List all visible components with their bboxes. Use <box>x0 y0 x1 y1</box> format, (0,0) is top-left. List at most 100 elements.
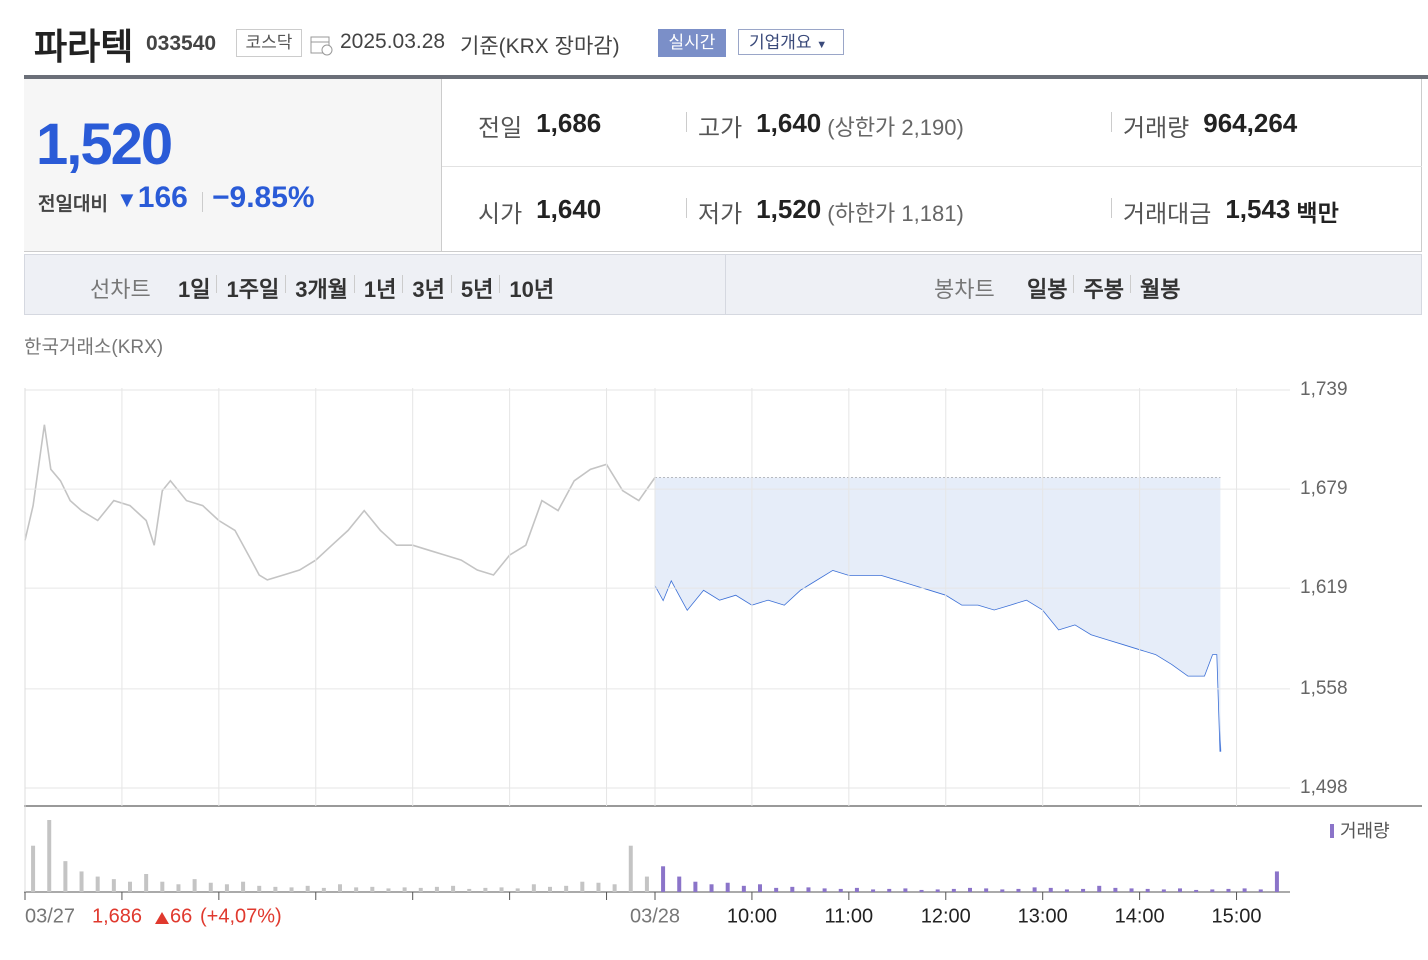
market-badge: 코스닥 <box>236 29 302 57</box>
volume-bar <box>289 887 294 892</box>
volume-bar <box>451 885 456 892</box>
volume-bar <box>790 886 795 892</box>
volume-bar <box>854 887 859 892</box>
tab[interactable]: 일봉 <box>1027 277 1068 302</box>
volume-bar <box>483 887 488 892</box>
volume-bar <box>725 882 730 892</box>
basis: 기준(KRX 장마감) <box>460 35 620 58</box>
volume-bar <box>903 888 908 892</box>
company-button[interactable]: 기업개요 ▼ <box>738 29 844 55</box>
tab[interactable]: 주봉 <box>1083 277 1124 302</box>
tab-separator <box>402 275 404 293</box>
volume-bar <box>564 885 569 892</box>
price: 1,520 <box>36 112 173 177</box>
tab[interactable]: 10년 <box>509 277 555 302</box>
volume-bar <box>741 885 746 892</box>
tab[interactable]: 3년 <box>412 277 445 302</box>
volume-bar <box>1081 888 1086 892</box>
volume-bar <box>128 881 132 892</box>
stat-label: 저가 <box>698 201 743 228</box>
prev-change-pct: (+4,07%) <box>200 905 282 927</box>
tab-separator <box>1129 275 1131 293</box>
tab-separator <box>216 275 218 293</box>
x-tick-label: 13:00 <box>1018 905 1068 927</box>
volume-bar <box>1000 889 1005 892</box>
x-tick-label: 03/28 <box>630 905 680 927</box>
volume-bar <box>951 888 956 892</box>
volume-bar <box>111 879 116 892</box>
volume-bar <box>822 888 827 892</box>
volume-bar <box>386 888 391 892</box>
stat-label: 고가 <box>698 115 743 142</box>
tab-separator <box>450 275 452 293</box>
tab-separator <box>285 275 287 293</box>
stat-separator <box>1111 198 1112 218</box>
volume-bar <box>515 888 520 892</box>
volume-bar <box>1048 887 1053 892</box>
change-pct: −9.85% <box>212 181 315 214</box>
volume-bar <box>95 876 100 892</box>
change-label: 전일대비 <box>38 194 108 215</box>
volume-bar <box>370 886 375 892</box>
volume-bar <box>1242 888 1247 892</box>
line-chart-label: 선차트 <box>90 277 151 302</box>
realtime-button[interactable]: 실시간 <box>658 29 726 57</box>
volume-bar <box>887 888 892 892</box>
volume-bar <box>434 886 439 892</box>
volume-bar <box>677 876 682 892</box>
tab[interactable]: 5년 <box>460 277 494 302</box>
tab[interactable]: 3개월 <box>295 277 348 302</box>
volume-bar <box>693 881 698 892</box>
x-tick-label: 15:00 <box>1212 905 1262 927</box>
volume-bar <box>144 874 149 892</box>
volume-bar <box>192 879 197 892</box>
x-tick-label: 10:00 <box>727 905 777 927</box>
stat-value: 1,543 <box>1225 194 1291 224</box>
tab[interactable]: 월봉 <box>1139 277 1181 302</box>
header-rule <box>24 75 1428 79</box>
volume-bar <box>1226 888 1231 892</box>
tab[interactable]: 1일 <box>178 277 211 302</box>
candle-chart-label: 봉차트 <box>934 277 995 302</box>
volume-bar <box>1194 889 1199 892</box>
summary-box: 1,520 전일대비 ▼166 −9.85% <box>24 79 1422 252</box>
volume-bar <box>418 887 423 892</box>
date: 2025.03.28 <box>340 30 446 53</box>
volume-bar <box>871 889 876 892</box>
stat-separator <box>1111 112 1112 132</box>
volume-bar <box>919 889 924 892</box>
tab[interactable]: 1년 <box>363 277 397 302</box>
area <box>655 477 1221 752</box>
tab-separator <box>1073 275 1075 293</box>
volume-bar <box>709 884 714 892</box>
chart: 한국거래소(KRX) 15:00 14:00 13:00 12:00 11:00 10:0… <box>24 336 1422 927</box>
stock-name: 파라텍 <box>34 26 134 67</box>
tab[interactable]: 1주일 <box>226 277 280 302</box>
price-line <box>24 424 656 581</box>
volume-bar <box>1145 888 1150 892</box>
volume-bar <box>1097 885 1102 892</box>
volume-bar <box>208 882 213 892</box>
volume-bar <box>499 887 504 892</box>
tab-separator <box>353 275 355 293</box>
volume-bar <box>968 887 972 892</box>
stat-value: 964,264 <box>1203 108 1298 138</box>
volume-bar <box>224 884 229 892</box>
volume-bar <box>321 887 326 892</box>
prev-change: 66 <box>170 905 192 927</box>
volume-bar <box>612 884 617 892</box>
volume-bar <box>402 887 407 892</box>
stat-note: (상한가 2,190) <box>827 115 964 140</box>
y-tick-label: 1,679 <box>1300 478 1348 499</box>
y-tick-label: 1,619 <box>1300 577 1348 598</box>
volume-bar <box>305 885 310 892</box>
price-cell <box>24 79 442 251</box>
volume-bar <box>984 888 989 892</box>
x-tick-label: 11:00 <box>825 905 874 927</box>
volume-legend-swatch <box>1330 824 1334 838</box>
volume-bar <box>1032 887 1037 892</box>
volume-bar <box>1161 889 1166 892</box>
volume-bar <box>63 861 68 892</box>
volume-bar <box>467 888 472 892</box>
stat-label: 시가 <box>478 201 523 228</box>
